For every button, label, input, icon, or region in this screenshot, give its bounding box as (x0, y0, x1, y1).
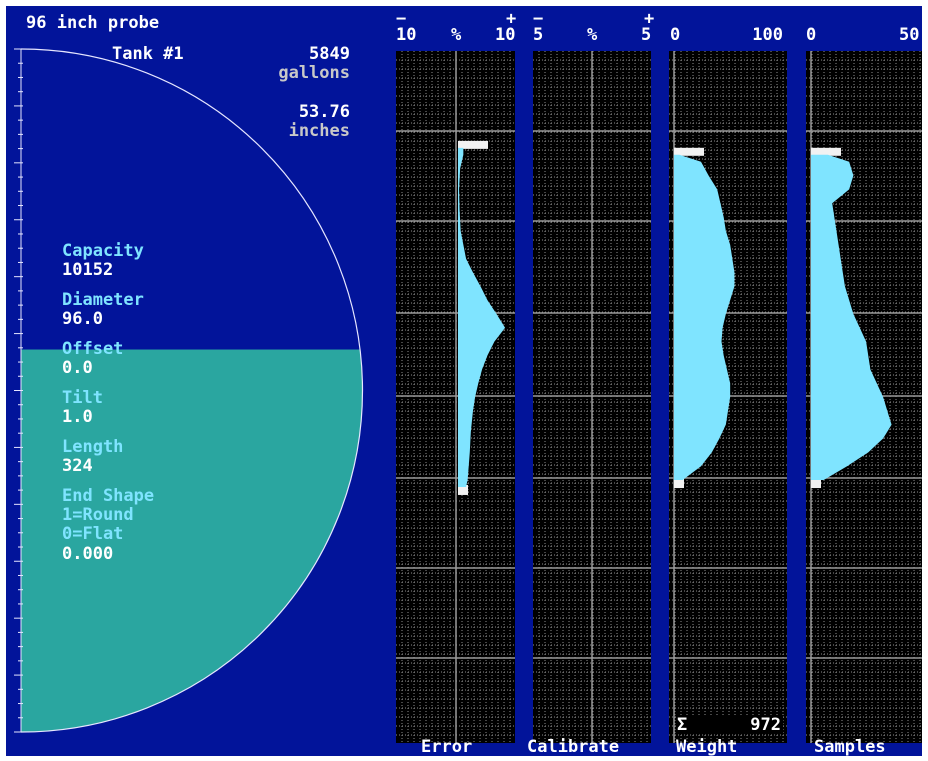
param-capacity-label: Capacity (62, 241, 144, 261)
tank-cross-section (14, 48, 364, 733)
error-panel-title: Error (421, 737, 473, 757)
profile-fill (674, 154, 735, 481)
calibrate-scale-right: 5 (641, 25, 652, 45)
weight-sum-value: 972 (750, 715, 781, 735)
calibrate-panel-title: Calibrate (527, 737, 620, 757)
profile-top-marker (811, 147, 841, 156)
param-endshape-label: End Shape (62, 486, 155, 506)
error-panel (396, 51, 515, 743)
param-length-label: Length (62, 437, 124, 457)
param-capacity-value[interactable]: 10152 (62, 260, 114, 280)
samples-scale-right: 50 (899, 25, 920, 45)
weight-sum-box: Σ 972 (677, 716, 783, 734)
error-scale-unit: % (451, 25, 462, 45)
profile-top-marker (458, 140, 488, 149)
display-frame: 96 inch probe Tank #1 5849 gallons 53.76… (6, 6, 922, 756)
error-scale-minus: − (396, 9, 407, 29)
param-endshape-value[interactable]: 0.000 (62, 544, 114, 564)
samples-scale-left: 0 (806, 25, 817, 45)
tank-outline (20, 48, 364, 733)
weight-profile-chart (669, 51, 787, 743)
volume-value: 5849 (309, 44, 350, 64)
profile-fill (811, 154, 892, 481)
samples-panel-title: Samples (814, 737, 886, 757)
volume-unit: gallons (278, 63, 350, 83)
sigma-icon: Σ (677, 715, 688, 735)
profile-fill (458, 147, 506, 487)
samples-panel (806, 51, 922, 743)
error-scale-right: 10 (495, 25, 516, 45)
probe-label: 96 inch probe (26, 13, 160, 33)
error-scale-plus: + (506, 9, 517, 29)
profile-bottom-marker (674, 478, 684, 489)
level-value: 53.76 (298, 102, 350, 122)
profile-bottom-marker (458, 484, 468, 495)
param-endshape-option-flat: 0=Flat (62, 524, 124, 544)
weight-panel-title: Weight (676, 737, 738, 757)
param-offset-label: Offset (62, 339, 124, 359)
weight-scale-left: 0 (670, 25, 681, 45)
calibrate-scale-unit: % (587, 25, 598, 45)
param-offset-value[interactable]: 0.0 (62, 358, 93, 378)
error-scale-left: 10 (396, 25, 417, 45)
calibrate-profile-chart (533, 51, 651, 743)
profile-bottom-marker (811, 478, 821, 489)
param-tilt-label: Tilt (62, 388, 103, 408)
calibrate-scale-left: 5 (533, 25, 544, 45)
param-length-value[interactable]: 324 (62, 456, 93, 476)
tank-depth-ruler (14, 48, 23, 733)
param-diameter-value[interactable]: 96.0 (62, 309, 103, 329)
samples-profile-chart (806, 51, 922, 743)
param-tilt-value[interactable]: 1.0 (62, 407, 93, 427)
calibrate-panel (533, 51, 651, 743)
calibrate-scale-minus: − (533, 9, 544, 29)
tank-name: Tank #1 (112, 44, 184, 64)
calibrate-scale-plus: + (644, 9, 655, 29)
param-endshape-option-round: 1=Round (62, 505, 134, 525)
weight-scale-right: 100 (752, 25, 783, 45)
param-diameter-label: Diameter (62, 290, 144, 310)
profile-top-marker (674, 147, 704, 156)
level-unit: inches (288, 121, 350, 141)
weight-panel: Σ 972 (669, 51, 787, 743)
error-profile-chart (396, 51, 515, 743)
